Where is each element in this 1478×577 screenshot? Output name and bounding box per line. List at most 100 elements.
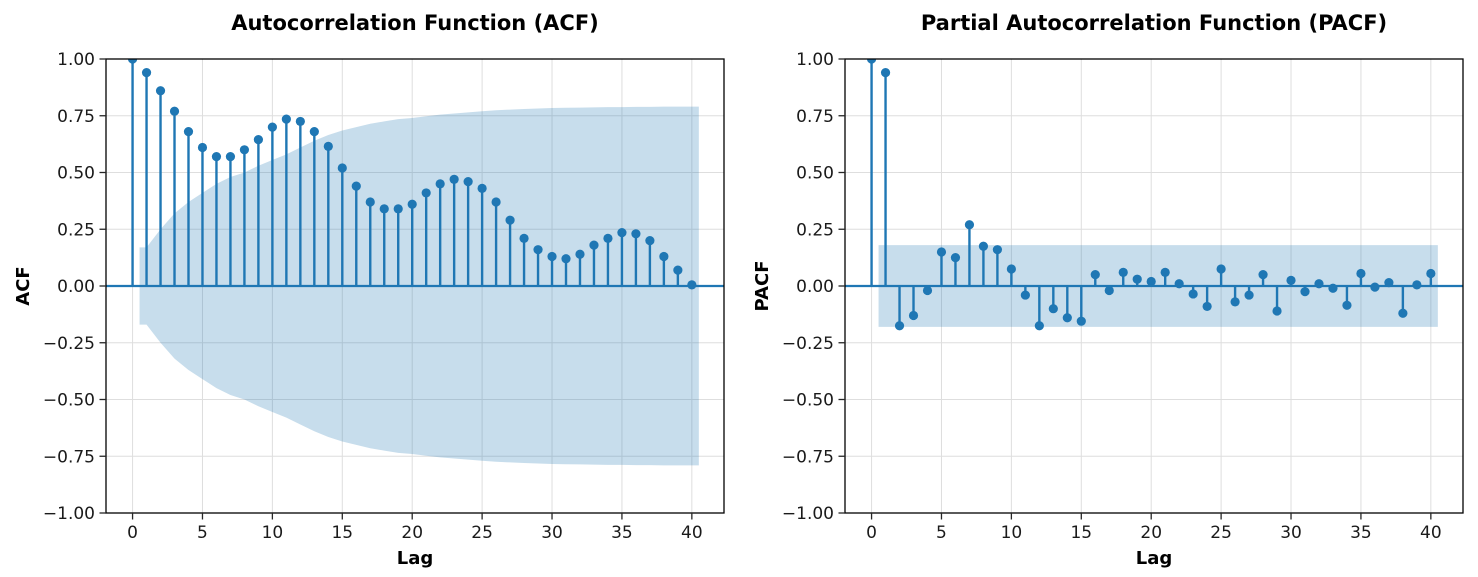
data-point-marker — [1062, 313, 1072, 323]
data-point-marker — [477, 183, 487, 193]
acf-plot-area: 0 5 10 15 20 25 30 35 40 1.00 0.75 0.50 0.25 0.00 −0.2… — [43, 50, 725, 543]
data-point-marker — [1006, 264, 1016, 274]
x-tick-label: 5 — [936, 523, 947, 543]
x-tick-label: 40 — [1420, 523, 1442, 543]
data-point-marker — [1188, 289, 1198, 299]
data-point-marker — [673, 265, 683, 275]
data-point-marker — [239, 145, 250, 155]
x-tick-label: 5 — [197, 523, 208, 543]
x-tick-label: 15 — [1070, 523, 1092, 543]
data-point-marker — [964, 220, 975, 230]
y-tick-label: −1.00 — [782, 504, 834, 524]
data-point-marker — [992, 245, 1003, 255]
y-tick-label: −0.75 — [43, 447, 95, 467]
x-tick-label: 25 — [471, 523, 493, 543]
x-tick-label: 30 — [1280, 523, 1302, 543]
y-tick-label: −0.50 — [43, 391, 95, 411]
x-tick-label: 30 — [541, 523, 563, 543]
acf-y-axis-label: ACF — [13, 266, 34, 305]
data-point-marker — [281, 114, 291, 124]
pacf-chart-title: Partial Autocorrelation Function (PACF) — [921, 11, 1387, 35]
x-tick-label: 25 — [1210, 523, 1232, 543]
pacf-panel: 0 5 10 15 20 25 30 35 40 1.00 0.75 0.50 0.25 0.00 −0.2… — [739, 0, 1478, 577]
data-point-marker — [1034, 321, 1044, 331]
data-point-marker — [589, 240, 599, 250]
data-point-marker — [295, 116, 305, 127]
data-point-marker — [547, 251, 557, 262]
y-tick-label: 0.50 — [796, 164, 834, 184]
data-point-marker — [1426, 268, 1436, 279]
data-point-marker — [449, 174, 459, 184]
data-point-marker — [1090, 270, 1100, 280]
x-tick-label: 35 — [1350, 523, 1372, 543]
x-tick-label: 35 — [611, 523, 633, 543]
data-point-marker — [1202, 301, 1212, 312]
data-point-marker — [1412, 280, 1422, 290]
data-point-marker — [197, 142, 208, 153]
data-point-marker — [1286, 275, 1296, 285]
data-point-marker — [645, 236, 655, 246]
data-point-marker — [309, 127, 319, 137]
data-point-marker — [435, 179, 445, 189]
data-point-marker — [267, 122, 277, 132]
y-tick-label: 0.25 — [57, 220, 95, 240]
data-point-marker — [1132, 274, 1142, 284]
acf-chart: 0 5 10 15 20 25 30 35 40 1.00 0.75 0.50 0.25 0.00 −0.2… — [13, 11, 725, 569]
y-tick-label: 0.75 — [796, 107, 834, 127]
data-point-marker — [323, 141, 333, 151]
data-point-marker — [1398, 308, 1408, 318]
data-point-marker — [866, 59, 877, 64]
x-tick-label: 15 — [331, 523, 353, 543]
data-point-marker — [463, 176, 473, 187]
data-point-marker — [908, 310, 919, 321]
data-point-marker — [169, 106, 180, 116]
x-tick-label: 0 — [127, 523, 138, 543]
data-point-marker — [1244, 290, 1254, 300]
data-point-marker — [603, 233, 613, 243]
data-point-marker — [1342, 300, 1352, 310]
y-tick-label: 0.00 — [796, 277, 834, 297]
y-tick-label: −0.50 — [782, 391, 834, 411]
data-point-marker — [1356, 268, 1366, 279]
data-point-marker — [950, 253, 961, 263]
data-point-marker — [533, 245, 543, 255]
data-point-marker — [575, 249, 585, 259]
data-point-marker — [894, 321, 905, 331]
data-point-marker — [1076, 316, 1086, 326]
data-point-marker — [1174, 279, 1184, 289]
y-tick-label: −0.75 — [782, 447, 834, 467]
x-tick-label: 20 — [1140, 523, 1162, 543]
acf-x-axis-label: Lag — [397, 548, 434, 569]
y-tick-label: 0.25 — [796, 220, 834, 240]
pacf-plot-area: 0 5 10 15 20 25 30 35 40 1.00 0.75 0.50 0.25 0.00 −0.2… — [782, 50, 1464, 543]
data-point-marker — [365, 197, 375, 207]
x-tick-label: 20 — [401, 523, 423, 543]
data-point-marker — [561, 254, 571, 264]
data-point-marker — [1104, 285, 1114, 296]
data-point-marker — [491, 197, 501, 207]
data-point-marker — [1300, 287, 1310, 297]
x-tick-label: 10 — [262, 523, 284, 543]
data-point-marker — [505, 215, 515, 225]
data-point-marker — [225, 152, 236, 162]
data-point-marker — [127, 59, 138, 64]
pacf-x-axis-label: Lag — [1136, 548, 1173, 569]
data-point-marker — [1328, 283, 1338, 293]
data-point-marker — [1048, 304, 1058, 314]
data-point-marker — [351, 181, 361, 191]
x-tick-label: 0 — [866, 523, 877, 543]
data-point-marker — [337, 163, 347, 173]
data-point-marker — [407, 199, 417, 209]
y-tick-label: 1.00 — [796, 50, 834, 70]
data-point-marker — [1230, 297, 1240, 307]
data-point-marker — [253, 134, 264, 145]
data-point-marker — [617, 228, 627, 238]
y-tick-label: −0.25 — [782, 334, 834, 354]
x-tick-label: 10 — [1001, 523, 1023, 543]
clipped-plot-group — [106, 59, 724, 466]
acf-chart-title: Autocorrelation Function (ACF) — [231, 11, 599, 35]
y-tick-label: −0.25 — [43, 334, 95, 354]
clipped-plot-group — [845, 59, 1463, 331]
pacf-chart: 0 5 10 15 20 25 30 35 40 1.00 0.75 0.50 0.25 0.00 −0.2… — [752, 11, 1464, 569]
